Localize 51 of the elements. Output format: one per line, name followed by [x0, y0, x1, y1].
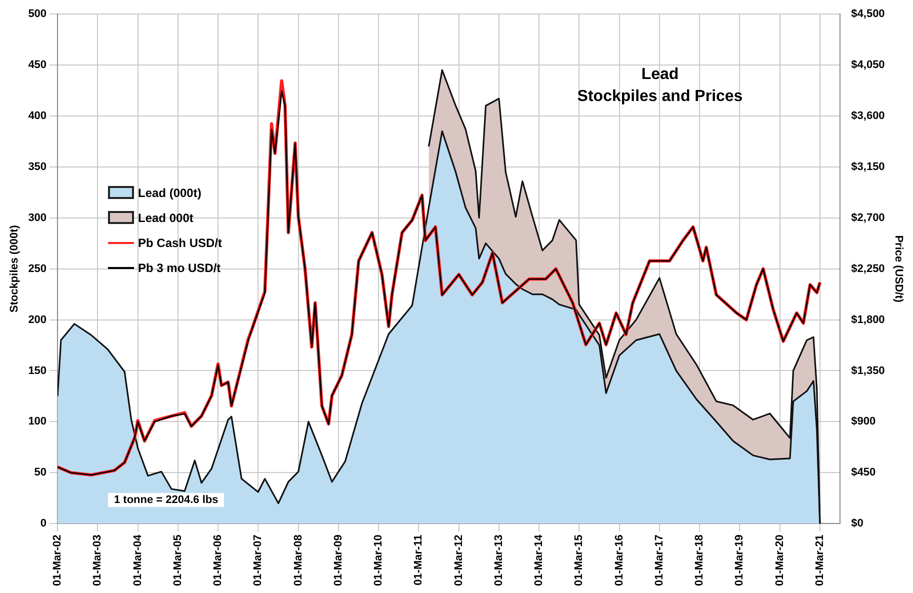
text: Lead [640, 65, 680, 85]
y2-tick-label: $450 [851, 466, 876, 479]
x-tick-label: 01-Mar-03 [92, 534, 104, 586]
x-tick-label: 01-Mar-10 [372, 534, 385, 586]
y-tick-label: 100 [28, 416, 47, 428]
x-tick-label: 01-Mar-08 [292, 534, 304, 586]
y2-tick-label: $1,800 [851, 314, 885, 326]
x-tick-label: 01-Mar-06 [212, 534, 224, 586]
y-tick-label: 50 [34, 466, 47, 479]
x-tick-label: 01-Mar-20 [774, 534, 786, 586]
legend-label: Lead (000t) [138, 186, 202, 200]
y2-tick-label: $4,500 [851, 8, 885, 20]
y-tick-label: 300 [28, 212, 47, 224]
x-tick-label: 01-Mar-19 [734, 534, 746, 586]
x-tick-label: 01-Mar-16 [613, 534, 626, 586]
x-tick-label: 01-Mar-14 [533, 534, 546, 586]
x-tick-label: 01-Mar-17 [653, 534, 666, 586]
y2-tick-label: $1,350 [851, 364, 885, 377]
x-tick-label: 01-Mar-18 [694, 534, 706, 586]
y2-tick-label: $4,050 [851, 58, 885, 71]
y-tick-label: 250 [28, 262, 47, 275]
y-axis-title: Stockpiles (000t) [8, 224, 21, 313]
y2-tick-label: $900 [851, 416, 876, 428]
x-tick-label: 01-Mar-04 [132, 534, 144, 586]
legend-label: Pb 3 mo USD/t [138, 260, 221, 274]
y2-tick-label: $3,150 [851, 160, 885, 173]
x-tick-label: 01-Mar-13 [492, 534, 505, 586]
y2-axis-title: Price (USD/t) [892, 235, 904, 303]
annotation: 1 tonne = 2204.6 lbs [108, 493, 224, 507]
text: Stockpiles and Prices [576, 87, 744, 107]
y2-tick-label: $2,700 [851, 212, 885, 224]
y2-tick-label: $2,250 [851, 262, 885, 275]
y-tick-label: 400 [28, 110, 47, 122]
y-tick-label: 0 [40, 518, 47, 530]
y2-tick-label: $0 [851, 518, 864, 530]
y-tick-label: 350 [28, 160, 47, 173]
y-tick-label: 150 [28, 364, 47, 377]
legend-label: Lead 000t [138, 210, 194, 224]
legend-label: Pb Cash USD/t [138, 236, 222, 250]
y-tick-label: 450 [28, 58, 47, 71]
x-tick-label: 01-Mar-02 [52, 534, 64, 586]
x-tick-label: 01-Mar-05 [172, 534, 184, 586]
x-tick-label: 01-Mar-12 [452, 534, 465, 586]
x-tick-label: 01-Mar-07 [252, 534, 264, 586]
y2-tick-label: $3,600 [851, 110, 885, 122]
x-tick-label: 01-Mar-11 [412, 534, 425, 586]
y-tick-label: 200 [28, 314, 47, 326]
x-tick-label: 01-Mar-09 [332, 534, 344, 586]
y-tick-label: 500 [28, 8, 47, 20]
x-tick-label: 01-Mar-15 [573, 534, 586, 586]
x-tick-label: 01-Mar-21 [814, 534, 826, 586]
